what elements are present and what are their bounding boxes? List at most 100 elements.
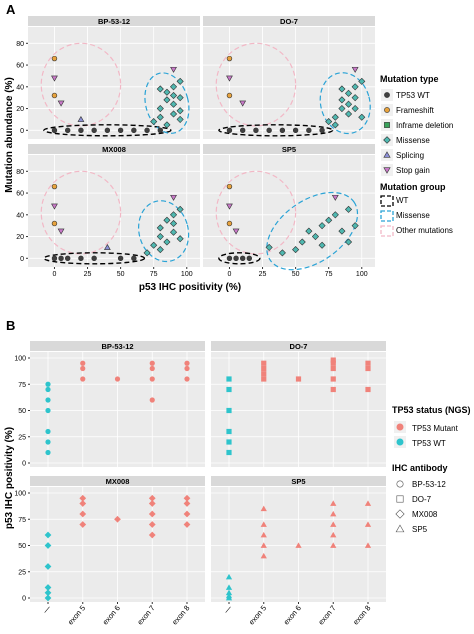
- data-point: [351, 94, 359, 102]
- data-point: [260, 531, 267, 538]
- data-point: [331, 194, 339, 201]
- x-tick-label: exon 6: [101, 604, 122, 627]
- facet-strip-label: BP-53-12: [98, 17, 130, 26]
- panel-a-xlabel: p53 IHC positivity (%): [139, 282, 241, 293]
- group-missense-ellipse: [319, 72, 371, 135]
- data-point: [319, 127, 325, 134]
- group-other-ellipse: [40, 170, 122, 255]
- data-point: [338, 105, 346, 113]
- data-point: [330, 376, 336, 382]
- data-point: [114, 376, 121, 382]
- data-point: [148, 500, 156, 507]
- y-tick-label: 80: [16, 169, 24, 176]
- data-point: [156, 224, 164, 232]
- data-point: [279, 127, 286, 134]
- data-point: [261, 360, 267, 366]
- data-point: [45, 407, 51, 414]
- x-tick-label: 100: [356, 271, 368, 278]
- facet-strip: [28, 16, 200, 26]
- data-point: [226, 407, 232, 414]
- legend-type-item-1: Frameshift: [396, 106, 435, 115]
- data-point: [265, 243, 273, 251]
- data-point: [226, 92, 233, 99]
- facet-strip-label: BP-53-12: [101, 342, 133, 351]
- legend-group-item-1: Missense: [396, 211, 430, 220]
- data-point: [80, 376, 86, 382]
- data-point: [169, 219, 178, 228]
- data-point: [183, 494, 191, 502]
- plot-panel: [28, 27, 200, 139]
- group-wt-ellipse: [43, 124, 172, 137]
- data-point: [57, 228, 65, 235]
- legend-group-title: Mutation group: [380, 182, 446, 192]
- y-tick-label: 25: [18, 434, 26, 441]
- data-point: [51, 183, 58, 190]
- data-point: [330, 500, 337, 506]
- legend-status-item-1: TP53 WT: [412, 439, 446, 448]
- data-point: [45, 397, 51, 403]
- data-point: [338, 85, 346, 93]
- data-point: [170, 66, 177, 73]
- facet-strip: [203, 144, 375, 154]
- data-point: [358, 77, 366, 85]
- y-tick-label: 100: [14, 491, 26, 498]
- data-point: [176, 107, 184, 115]
- data-point: [131, 127, 137, 134]
- data-point: [103, 243, 111, 250]
- data-point: [51, 127, 58, 134]
- legend-group-item-2: Other mutations: [396, 226, 453, 235]
- legend-type-marker: [384, 107, 390, 113]
- plot-panel: [28, 155, 200, 267]
- data-point: [260, 505, 267, 512]
- data-point: [225, 584, 233, 590]
- facet-strip-label: SP5: [291, 477, 305, 486]
- data-point: [298, 238, 306, 246]
- legend-ab-item-1: DO-7: [412, 495, 432, 504]
- data-point: [150, 118, 158, 126]
- legend-type-item-0: TP53 WT: [396, 91, 430, 100]
- data-point: [330, 521, 337, 527]
- legend-group-marker: [380, 225, 394, 237]
- data-point: [330, 510, 337, 517]
- x-tick-label: exon 8: [170, 604, 191, 627]
- data-point: [311, 233, 320, 241]
- panel-a-ylabel: Mutation abundance (%): [4, 77, 15, 193]
- y-tick-label: 25: [18, 569, 26, 576]
- x-tick-label: 0: [228, 271, 232, 278]
- data-point: [79, 500, 87, 507]
- data-point: [226, 55, 233, 62]
- data-point: [156, 233, 164, 241]
- legend-ab-marker: [396, 480, 404, 488]
- y-tick-label: 40: [16, 84, 24, 91]
- data-point: [183, 500, 191, 507]
- data-point: [44, 563, 52, 570]
- data-point: [150, 241, 158, 249]
- data-point: [226, 183, 233, 190]
- x-tick-label: 50: [292, 271, 300, 278]
- data-point: [338, 227, 346, 235]
- data-point: [226, 449, 232, 456]
- x-tick-label: 25: [84, 271, 92, 278]
- group-wt-ellipse: [218, 252, 261, 265]
- y-tick-label: 0: [20, 256, 24, 263]
- data-point: [176, 77, 184, 85]
- x-tick-label: exon 8: [351, 604, 372, 627]
- data-point: [226, 75, 233, 82]
- legend-type-marker: [383, 151, 391, 158]
- y-tick-label: 20: [16, 234, 24, 241]
- panel-b-ylabel: p53 IHC positivity (%): [4, 427, 15, 529]
- data-point: [330, 531, 337, 538]
- data-point: [169, 83, 178, 91]
- y-tick-label: 0: [22, 461, 26, 468]
- data-point: [78, 127, 84, 134]
- data-point: [351, 83, 359, 91]
- data-point: [163, 216, 171, 224]
- data-point: [225, 589, 233, 596]
- legend-type-item-2: Inframe deletion: [396, 121, 453, 130]
- x-tick-label: exon 5: [247, 604, 268, 627]
- legend-group-marker: [380, 195, 394, 207]
- data-point: [91, 127, 97, 134]
- data-point: [51, 255, 58, 262]
- data-point: [226, 386, 232, 393]
